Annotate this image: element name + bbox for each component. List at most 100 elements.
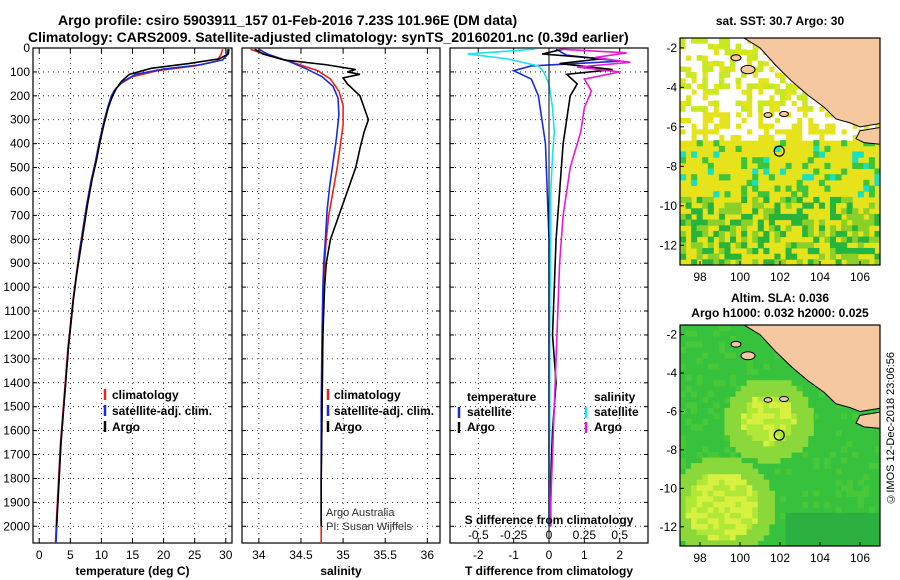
map-cell [757, 518, 764, 525]
map-cell [796, 529, 803, 536]
map-cell [685, 219, 692, 226]
map-cell [691, 407, 698, 414]
map-cell [691, 341, 698, 348]
map-cell [813, 490, 820, 497]
map-cell [763, 507, 770, 514]
map-cell [774, 446, 781, 453]
map-cell [868, 507, 875, 514]
map-cell [796, 396, 803, 403]
x-tick-label: 102 [770, 270, 790, 284]
map-cell [691, 100, 698, 107]
map-cell [741, 441, 748, 448]
x2-tick-label: 0 [546, 528, 553, 542]
map-cell [835, 507, 842, 514]
map-cell [763, 518, 770, 525]
map-cell [713, 363, 720, 370]
map-cell [802, 213, 809, 221]
map-cell [824, 518, 831, 525]
map-cell [707, 507, 714, 514]
map-cell [718, 518, 725, 525]
map-cell [830, 208, 837, 215]
map-cell [757, 407, 764, 414]
map-cell [707, 529, 714, 536]
map-cell [813, 134, 820, 141]
map-cell [752, 507, 759, 514]
map-cell [791, 529, 798, 536]
map-cell [752, 259, 759, 265]
map-cell [813, 151, 820, 158]
sst-map: 98 100 102 104 106 -2 -4 -6 -8 -10 -12 sat. SST: 30… [660, 14, 881, 284]
map-cell [741, 413, 748, 420]
map-cell [730, 463, 737, 470]
map-cell [724, 474, 731, 481]
map-cell [696, 242, 703, 249]
map-cell [780, 424, 787, 431]
title-line-1: Argo profile: csiro 5903911_157 01-Feb-2… [58, 12, 518, 28]
map-cell [857, 242, 864, 249]
map-cell [763, 106, 770, 113]
map-cell [730, 523, 737, 530]
map-cell [830, 529, 837, 536]
y-tick-label: 1800 [3, 471, 30, 485]
map-cell [780, 117, 787, 124]
map-cell [685, 128, 692, 135]
map-cell [774, 134, 781, 141]
map-cell [752, 452, 759, 459]
map-cell [696, 66, 703, 73]
y-tick-label: -8 [666, 159, 677, 173]
map-cell [863, 247, 870, 255]
x-tick-label: 25 [188, 548, 202, 562]
map-cell [746, 446, 753, 453]
map-cell [857, 162, 864, 170]
map-cell [796, 424, 803, 431]
map-cell [724, 100, 731, 107]
map-cell [718, 43, 725, 50]
map-cell [724, 72, 731, 79]
legend-label: satellite [467, 405, 512, 419]
map-cell [752, 128, 759, 135]
map-cell [691, 106, 698, 113]
island [763, 397, 773, 403]
map-cell [741, 490, 748, 497]
map-cell [780, 134, 787, 141]
map-cell [735, 523, 742, 530]
map-cell [791, 534, 798, 541]
map-cell [780, 441, 787, 448]
map-cell [696, 38, 703, 45]
map-cell [768, 83, 775, 90]
map-cell [713, 66, 720, 73]
map-cell [741, 213, 748, 221]
map-cell [857, 219, 864, 226]
map-cell [752, 441, 759, 448]
map-cell [807, 202, 814, 209]
map-cell [868, 236, 875, 243]
map-cell [691, 479, 698, 486]
map-cell [707, 474, 714, 481]
map-cell [707, 43, 714, 50]
map-cell [835, 196, 842, 204]
map-cell [774, 429, 781, 436]
map-cell [830, 452, 837, 459]
map-cell [730, 452, 737, 459]
land-sumatra [743, 38, 880, 128]
map-cell [841, 523, 848, 530]
map-cell [796, 540, 803, 546]
map-cell [746, 43, 753, 50]
map-cell [791, 385, 798, 392]
map-cell [724, 253, 731, 260]
map-cell [774, 236, 781, 243]
map-cell [713, 72, 720, 79]
map-cell [718, 485, 725, 492]
map-cell [807, 111, 814, 118]
map-cell [735, 441, 742, 448]
map-cell [763, 157, 770, 164]
map-cell [785, 106, 792, 113]
map-cell [863, 219, 870, 226]
x2-tick-label: -0.5 [468, 528, 489, 542]
map-cell [735, 259, 742, 265]
map-cell [707, 196, 714, 204]
map-cell [735, 117, 742, 124]
map-cell [796, 441, 803, 448]
map-cell [691, 55, 698, 62]
map-cell [863, 534, 870, 541]
